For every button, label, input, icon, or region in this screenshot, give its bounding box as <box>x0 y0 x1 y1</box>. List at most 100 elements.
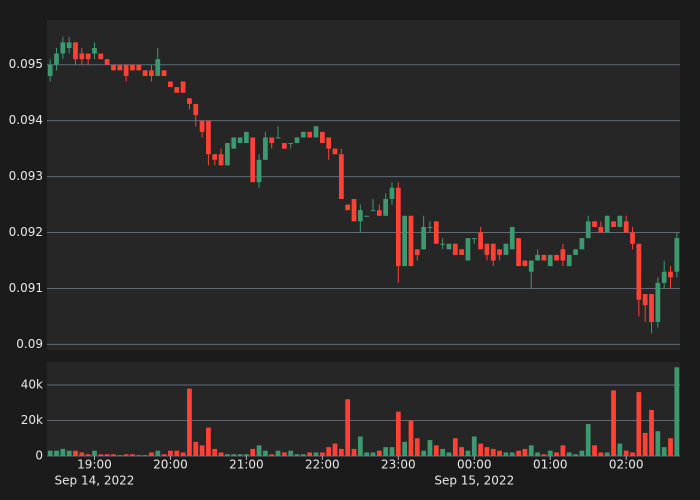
candle-body <box>560 249 566 261</box>
volume-bar <box>180 452 186 456</box>
volume-bar <box>79 452 85 456</box>
volume-bar <box>117 455 123 456</box>
candle-body <box>104 59 110 65</box>
volume-bar <box>73 450 78 456</box>
candle-body <box>250 137 256 183</box>
volume-bar <box>598 452 604 456</box>
candle-body <box>142 70 148 76</box>
candle-body <box>547 254 553 267</box>
volume-bar <box>674 367 680 456</box>
candle-body <box>47 64 53 76</box>
volume-bar <box>554 452 559 456</box>
volume-bar <box>174 450 180 456</box>
volume-bar <box>623 450 629 456</box>
volume-bar <box>528 445 534 456</box>
y-tick-label: 0.091 <box>9 281 43 295</box>
volume-bar <box>604 452 610 456</box>
candle-body <box>528 260 534 272</box>
candle-body <box>630 232 635 244</box>
volume-bar <box>421 450 427 456</box>
volume-bar <box>408 420 414 456</box>
candle-body <box>338 154 344 199</box>
volume-bar <box>617 443 623 456</box>
volume-bar <box>161 454 167 456</box>
volume-bar <box>655 431 661 456</box>
volume-bar <box>573 454 578 456</box>
volume-bar <box>187 388 192 456</box>
candle-body <box>522 260 528 267</box>
candle-body <box>642 294 648 306</box>
volume-bar <box>142 455 148 456</box>
candle-body <box>376 210 382 216</box>
volume-bar <box>585 424 591 456</box>
volume-panel <box>47 362 680 456</box>
candle-body <box>256 159 262 183</box>
candle-body <box>440 243 445 245</box>
candle-body <box>168 81 173 88</box>
volume-bar <box>218 452 224 456</box>
candle-body <box>187 98 192 104</box>
volume-bar <box>206 427 211 456</box>
candle-body <box>288 143 294 145</box>
candle-body <box>478 232 483 250</box>
volume-bar <box>471 436 477 456</box>
candle-body <box>446 243 452 250</box>
candle-body <box>73 42 78 60</box>
candle-body <box>123 64 129 76</box>
x-tick-label: 00:00 <box>457 458 492 472</box>
candle-body <box>92 47 97 54</box>
volume-bar <box>433 445 439 456</box>
candle-body <box>579 238 585 250</box>
candle-body <box>307 131 313 138</box>
candle-body <box>598 226 604 233</box>
volume-bar <box>566 452 572 456</box>
volume-bar <box>231 454 237 456</box>
candle-body <box>313 126 319 138</box>
candle-body <box>617 215 623 227</box>
candle-body <box>218 154 224 166</box>
volume-bar <box>427 440 433 456</box>
volume-bar <box>92 450 97 456</box>
candle-body <box>636 243 642 300</box>
volume-bar <box>294 454 300 456</box>
volume-bar <box>509 452 515 456</box>
candle-body <box>332 148 338 155</box>
candle-body <box>130 64 135 71</box>
volume-bar <box>446 452 452 456</box>
candle-body <box>585 221 591 239</box>
candle-body <box>421 226 427 250</box>
candle-body <box>655 282 661 323</box>
date-label: Sep 14, 2022 <box>55 474 135 488</box>
candle-body <box>402 215 408 267</box>
volume-bar <box>104 454 110 456</box>
candle-body <box>490 243 496 261</box>
volume-bar <box>630 452 635 456</box>
price-panel <box>47 20 680 350</box>
volume-bar <box>244 454 249 456</box>
volume-bar <box>478 443 483 456</box>
volume-bar <box>547 450 553 456</box>
volume-bar <box>225 454 230 456</box>
volume-bar <box>579 450 585 456</box>
volume-bar <box>250 448 256 456</box>
candle-body <box>674 238 680 272</box>
candle-body <box>364 215 370 217</box>
volume-bar <box>497 450 502 456</box>
volume-bar <box>465 450 471 456</box>
candle-body <box>465 238 471 261</box>
volume-bar <box>155 450 161 456</box>
volume-bar <box>636 392 642 456</box>
y-tick-label: 0.09 <box>16 337 43 351</box>
volume-bar <box>332 443 338 456</box>
volume-bar <box>440 448 445 456</box>
volume-bar <box>459 447 464 456</box>
date-label: Sep 15, 2022 <box>434 474 514 488</box>
candle-body <box>535 254 540 261</box>
volume-bar <box>395 411 401 456</box>
candle-body <box>85 53 91 60</box>
candle-body <box>383 198 389 216</box>
volume-bar <box>668 438 673 456</box>
volume-bar <box>212 448 218 456</box>
candle-body <box>193 103 199 116</box>
